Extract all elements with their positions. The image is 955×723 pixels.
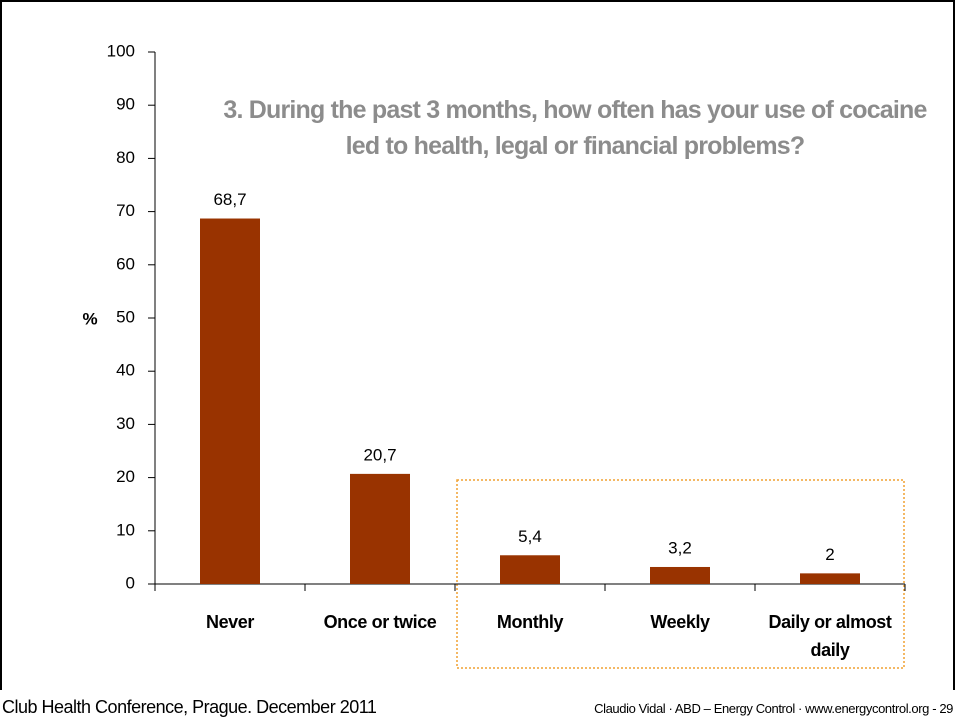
bar bbox=[350, 473, 410, 584]
y-tick-label: 0 bbox=[126, 573, 135, 592]
bar bbox=[650, 566, 710, 584]
y-tick-label: 80 bbox=[116, 148, 135, 167]
chart-title: 3. During the past 3 months, how often h… bbox=[223, 96, 927, 160]
y-tick-label: 10 bbox=[116, 520, 135, 539]
data-label: 2 bbox=[825, 545, 834, 564]
footer-right: Claudio Vidal · ABD – Energy Control · w… bbox=[594, 701, 953, 716]
data-label: 68,7 bbox=[213, 190, 246, 209]
data-label: 20,7 bbox=[363, 445, 396, 464]
y-tick-label: 20 bbox=[116, 467, 135, 486]
data-label: 5,4 bbox=[518, 527, 542, 546]
y-tick-label: 40 bbox=[116, 361, 135, 380]
x-tick-label: Once or twice bbox=[323, 612, 437, 632]
y-tick-label: 50 bbox=[116, 307, 135, 326]
x-tick-label: Weekly bbox=[650, 612, 710, 632]
x-tick-label: Daily or almost daily bbox=[768, 612, 892, 660]
y-tick-label: 60 bbox=[116, 254, 135, 273]
y-tick-label: 100 bbox=[107, 41, 135, 60]
x-tick-label: Monthly bbox=[496, 612, 564, 632]
bar bbox=[500, 555, 560, 584]
highlight-box bbox=[456, 479, 905, 669]
y-axis-label: % bbox=[82, 309, 97, 328]
bar bbox=[800, 573, 860, 584]
y-tick-label: 70 bbox=[116, 201, 135, 220]
y-tick-label: 30 bbox=[116, 414, 135, 433]
footer-left: Club Health Conference, Prague. December… bbox=[2, 697, 377, 717]
y-tick-label: 90 bbox=[116, 95, 135, 114]
slide-frame bbox=[0, 0, 955, 690]
data-label: 3,2 bbox=[668, 538, 692, 557]
x-tick-label: Never bbox=[205, 612, 255, 632]
bar bbox=[200, 218, 260, 585]
